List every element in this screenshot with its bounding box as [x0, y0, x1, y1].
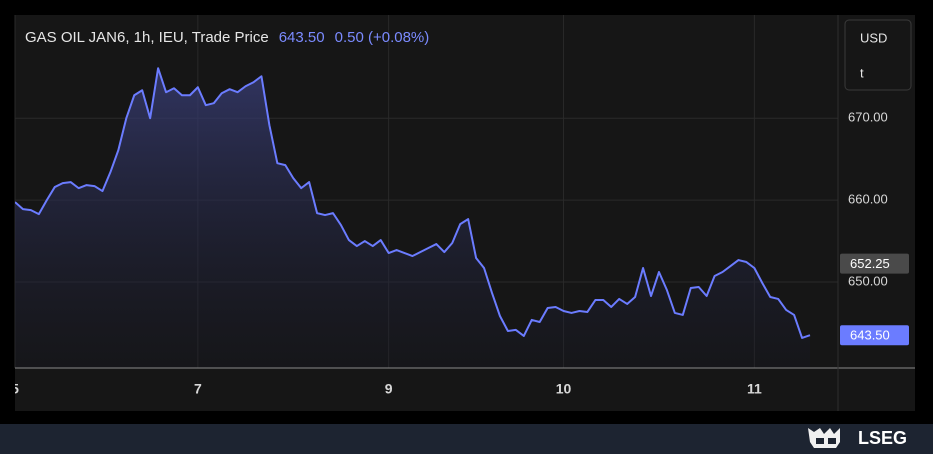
brand-label: LSEG: [858, 428, 907, 448]
x-tick-label: 9: [385, 381, 393, 397]
header: GAS OIL JAN6, 1h, IEU, Trade Price 643.50…: [25, 29, 429, 46]
plot: [15, 67, 811, 368]
price-marker-label: 643.50: [850, 328, 890, 343]
price-line: [15, 67, 811, 339]
currency-label: USD: [860, 30, 887, 45]
header-price: 643.50: [279, 29, 325, 46]
x-tick-label: 7: [194, 381, 202, 397]
footer-bar: [0, 424, 933, 454]
y-tick-label: 670.00: [848, 110, 888, 125]
area: [15, 68, 810, 368]
price-marker: [840, 253, 909, 274]
price-marker-label: 652.25: [850, 256, 890, 271]
x-tick-label: 5: [11, 381, 19, 397]
chart-title: GAS OIL JAN6, 1h, IEU, Trade Price: [25, 29, 269, 46]
unit-label: t: [860, 65, 864, 80]
y-axis: 650.00 660.00 670.00 652.25 643.50: [840, 110, 909, 346]
y-tick-label: 650.00: [848, 273, 888, 288]
header-change: 0.50 (+0.08%): [335, 29, 430, 46]
unit-box: [844, 19, 912, 91]
x-tick-label: 10: [556, 381, 572, 397]
brand-logo-icon: [808, 428, 840, 448]
x-tick-label: 11: [747, 381, 762, 397]
price-marker: [840, 325, 909, 346]
y-tick-label: 660.00: [848, 192, 888, 207]
x-axis: 5 7 9 10 11: [11, 381, 762, 397]
